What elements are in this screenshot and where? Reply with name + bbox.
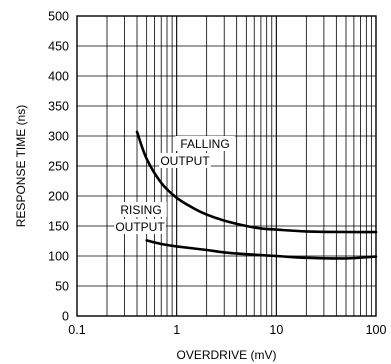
x-axis-title: OVERDRIVE (mV) (176, 348, 276, 362)
y-tick-label: 100 (48, 250, 69, 264)
x-tick-label: 1 (173, 323, 180, 337)
y-tick-label: 450 (48, 40, 69, 54)
y-tick-label: 300 (48, 130, 69, 144)
tick-labels: 0 50 100 150 200 250 300 350 400 450 500 0.1 1 10 100 (48, 10, 386, 338)
y-tick-label: 250 (48, 160, 69, 174)
y-tick-label: 400 (48, 70, 69, 84)
y-tick-label: 0 (62, 310, 69, 324)
annotation-bg (114, 219, 166, 234)
grid (77, 16, 376, 316)
annotation-bg (175, 136, 235, 151)
series-line (135, 130, 378, 234)
x-tick-label: 100 (366, 323, 387, 337)
series-lines (135, 130, 378, 260)
annotation-bg (159, 153, 211, 168)
annotation-label: RISING (120, 203, 161, 217)
y-tick-label: 150 (48, 220, 69, 234)
annotation-bg (115, 202, 167, 217)
y-tick-label: 200 (48, 190, 69, 204)
x-tick-label: 0.1 (68, 323, 85, 337)
series-line (145, 239, 378, 260)
x-tick-label: 10 (269, 323, 283, 337)
y-tick-label: 500 (48, 10, 69, 24)
plot-frame (76, 15, 377, 317)
annotation-label: OUTPUT (160, 154, 210, 168)
annotations: FALLING OUTPUT RISING OUTPUT (114, 136, 235, 234)
y-axis-title: RESPONSE TIME (ns) (14, 105, 28, 227)
annotation-label: FALLING (180, 137, 229, 151)
y-tick-label: 350 (48, 100, 69, 114)
annotation-label: OUTPUT (115, 220, 165, 234)
y-tick-label: 50 (55, 280, 69, 294)
